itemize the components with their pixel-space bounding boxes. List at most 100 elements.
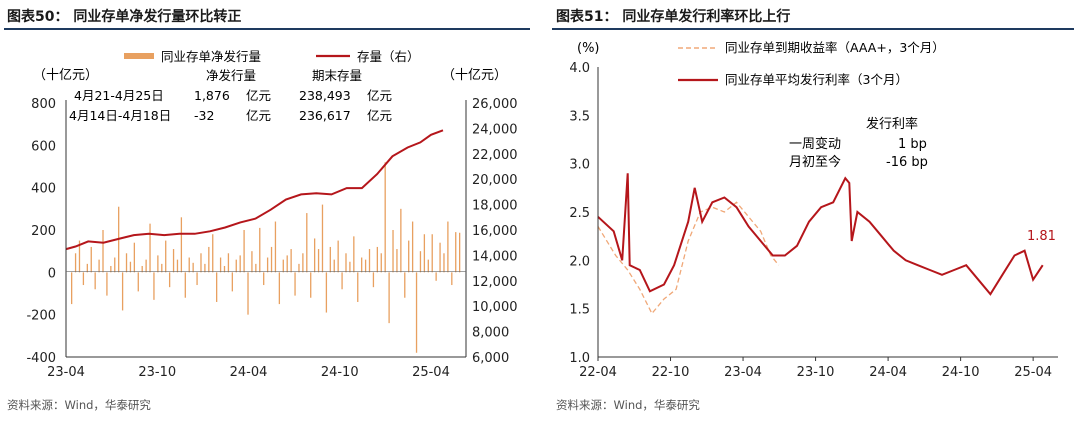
- x-tick-label: 24-04: [230, 365, 268, 380]
- left-y-tick: 400: [31, 182, 56, 197]
- net-issue-bar: [341, 272, 343, 290]
- net-issue-bar: [259, 227, 261, 273]
- x-tick-label: 22-10: [652, 365, 690, 380]
- issue-rate-series-line: [597, 173, 1044, 296]
- net-issue-bar: [106, 272, 108, 296]
- x-tick-label: 23-04: [724, 365, 762, 380]
- net-issue-bar: [290, 249, 292, 273]
- legend-bar-label: 同业存单净发行量: [161, 49, 261, 64]
- net-issue-bar: [255, 263, 257, 273]
- net-issue-bar: [90, 246, 92, 273]
- net-issue-bar: [129, 261, 132, 273]
- net-issue-bar: [333, 259, 335, 273]
- table-row1-period: 4月21-4月25日: [74, 88, 164, 103]
- net-issue-bar: [443, 253, 445, 273]
- net-issue-bar: [239, 255, 241, 273]
- net-issue-bar: [447, 221, 449, 273]
- net-issue-bar: [404, 272, 406, 298]
- right-y-tick: 22,000: [472, 148, 518, 163]
- net-issue-bar: [227, 253, 230, 273]
- net-issue-bar: [161, 263, 163, 273]
- net-issue-bar: [141, 265, 143, 273]
- table-row2-period: 4月14日-4月18日: [69, 108, 171, 123]
- left-y-tick: -400: [26, 351, 56, 366]
- left-y-tick: 0: [48, 266, 56, 281]
- net-issue-bar: [345, 253, 347, 273]
- left-axis-unit: （十亿元）: [33, 68, 98, 83]
- annot-header: 发行利率: [866, 116, 918, 132]
- net-issue-bar: [263, 272, 265, 286]
- annot-week-value: 1 bp: [898, 137, 927, 152]
- net-issue-bar: [216, 272, 218, 302]
- net-issue-bar: [408, 240, 410, 273]
- net-issue-bar: [419, 251, 422, 273]
- net-issue-bar: [243, 230, 245, 273]
- legend-line-label: 存量（右）: [357, 49, 420, 64]
- right-axis-unit: (%): [577, 41, 600, 56]
- right-y-tick: 6,000: [472, 351, 509, 366]
- x-tick-label: 24-10: [321, 365, 359, 380]
- net-issue-bar: [368, 249, 371, 273]
- net-issue-bar: [357, 272, 359, 302]
- right-y-tick: 24,000: [472, 122, 518, 137]
- right-y-tick: 8,000: [472, 326, 509, 341]
- table-row2-unit: 亿元: [246, 108, 271, 123]
- net-issue-bar: [372, 272, 375, 288]
- net-issue-bar: [94, 272, 96, 290]
- net-issue-bar: [455, 232, 457, 273]
- net-issue-bar: [380, 253, 382, 273]
- net-issue-bar: [392, 230, 394, 273]
- net-issue-bar: [200, 253, 202, 273]
- x-tick-label: 22-04: [579, 365, 617, 380]
- net-issue-bar: [180, 217, 183, 273]
- right-chart: 4.0 3.5 3.0 2.5 2.0 1.5 1.0 22-04 22-10 23-04 23-…: [569, 40, 1058, 380]
- net-issue-bar: [114, 257, 116, 273]
- net-issue-bar: [165, 240, 167, 273]
- net-issue-bar: [435, 272, 437, 281]
- net-issue-bar: [415, 272, 418, 353]
- right-y-tick: 18,000: [472, 199, 518, 214]
- net-issue-bar: [337, 240, 339, 273]
- table-row1-stock: 238,493: [299, 88, 351, 103]
- net-issue-bar: [321, 204, 324, 273]
- net-issue-bar: [172, 249, 175, 273]
- x-tick-label: 24-10: [942, 365, 980, 380]
- table-row2-stock: 236,617: [299, 108, 351, 123]
- net-issue-bar: [235, 259, 237, 273]
- net-issue-bar: [400, 208, 402, 273]
- y-tick-label: 3.0: [569, 158, 590, 173]
- net-issue-bar: [86, 263, 88, 273]
- net-issue-bar: [278, 272, 281, 305]
- table-row1-unit: 亿元: [246, 88, 271, 103]
- net-issue-bar: [231, 272, 233, 292]
- net-issue-bar: [298, 263, 300, 273]
- right-y-tick: 20,000: [472, 173, 518, 188]
- net-issue-bar: [353, 236, 355, 273]
- net-issue-bar: [223, 265, 226, 273]
- net-issue-bar: [451, 272, 453, 286]
- net-issue-bar: [98, 259, 100, 273]
- net-issue-bar: [313, 238, 316, 273]
- net-issue-bar: [325, 272, 328, 313]
- net-issue-bar: [125, 253, 128, 273]
- net-issue-bar: [439, 242, 441, 273]
- annot-month-value: -16 bp: [886, 155, 928, 170]
- legend-bar-swatch: [124, 53, 154, 59]
- net-issue-bar: [274, 221, 277, 273]
- last-value-label: 1.81: [1027, 229, 1056, 244]
- left-chart: 800 600 400 200 0 -200 -400 26,000 24,000 22,000…: [26, 49, 518, 380]
- net-issue-bar: [102, 230, 104, 273]
- right-title-rule: [552, 28, 1074, 30]
- net-issue-bar: [388, 272, 390, 324]
- stock-series-line: [65, 129, 444, 251]
- net-issue-bar: [212, 234, 214, 273]
- table-row2-net: -32: [194, 108, 214, 123]
- net-issue-bar: [71, 272, 73, 305]
- left-title-rule: [4, 28, 530, 30]
- net-issue-bar: [137, 272, 139, 292]
- net-issue-bar: [349, 261, 351, 273]
- net-issue-bar: [192, 262, 194, 273]
- right-chart-title: 图表51： 同业存单发行利率环比上行: [556, 9, 791, 25]
- net-issue-bar: [133, 242, 136, 273]
- net-issue-bar: [266, 257, 269, 273]
